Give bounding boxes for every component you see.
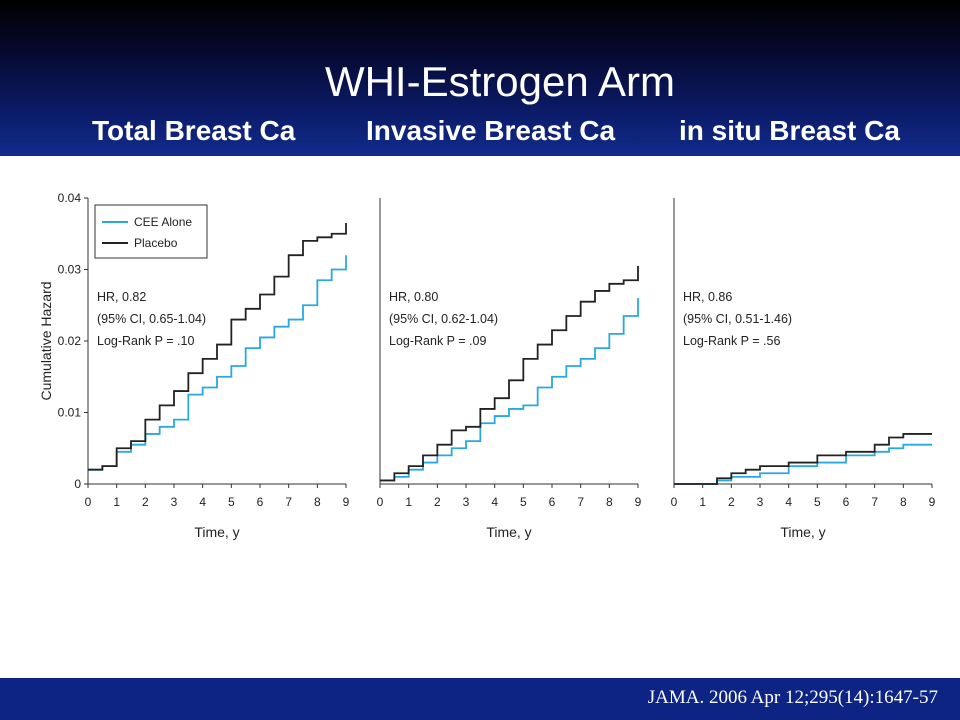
x-tick-label: 8: [900, 495, 907, 509]
x-tick-label: 5: [814, 495, 821, 509]
x-tick-label: 5: [228, 495, 235, 509]
x-tick-label: 0: [377, 495, 384, 509]
kaplan-meier-charts: 0 1 2 3 4 5 6 7 8 9 0 0.01 0.02 0.03 0.04 Time, y Cumula…: [38, 191, 936, 540]
series-line-placebo: [674, 433, 932, 485]
x-tick-label: 6: [549, 495, 556, 509]
stats-line: (95% CI, 0.65-1.04): [97, 312, 206, 326]
stats-line: HR, 0.82: [97, 290, 146, 304]
x-tick-label: 7: [285, 495, 292, 509]
x-tick-label: 3: [757, 495, 764, 509]
x-axis-label: Time, y: [780, 524, 825, 540]
x-tick-label: 4: [785, 495, 792, 509]
y-tick-label: 0.01: [58, 406, 82, 420]
subtitle-invasive: Invasive Breast Ca: [366, 115, 616, 146]
legend-box: [94, 204, 208, 259]
citation: JAMA. 2006 Apr 12;295(14):1647-57: [647, 687, 938, 708]
y-tick-label: 0.02: [58, 334, 82, 348]
stats-line: Log-Rank P = .56: [683, 334, 780, 348]
x-tick-label: 4: [199, 495, 206, 509]
stats-line: Log-Rank P = .09: [389, 334, 486, 348]
x-tick-label: 2: [728, 495, 735, 509]
x-axis-label: Time, y: [194, 524, 239, 540]
series-line-placebo: [380, 265, 639, 482]
x-tick-label: 6: [843, 495, 850, 509]
series-line-cee-alone: [674, 443, 932, 485]
subtitle-in-situ: in situ Breast Ca: [679, 115, 900, 146]
stats-line: HR, 0.86: [683, 290, 732, 304]
x-tick-label: 9: [929, 495, 936, 509]
x-axis-label: Time, y: [486, 524, 531, 540]
x-tick-label: 6: [257, 495, 264, 509]
x-tick-label: 7: [577, 495, 584, 509]
slide-title: WHI-Estrogen Arm: [324, 58, 676, 105]
x-tick-label: 2: [434, 495, 441, 509]
y-tick-label: 0.04: [58, 191, 82, 205]
stats-line: HR, 0.80: [389, 290, 438, 304]
legend-label: Placebo: [134, 236, 178, 250]
stats-line: Log-Rank P = .10: [97, 334, 194, 348]
subtitle-total: Total Breast Ca: [92, 115, 296, 146]
y-axis-label: Cumulative Hazard: [38, 281, 54, 400]
y-tick-label: 0: [74, 477, 81, 491]
x-tick-label: 8: [314, 495, 321, 509]
x-tick-label: 9: [635, 495, 642, 509]
stats-line: (95% CI, 0.62-1.04): [389, 312, 498, 326]
y-tick-label: 0.03: [58, 263, 82, 277]
x-tick-label: 7: [871, 495, 878, 509]
series-line-cee-alone: [88, 255, 347, 471]
x-tick-label: 8: [606, 495, 613, 509]
x-tick-label: 3: [171, 495, 178, 509]
slide-footer: JAMA. 2006 Apr 12;295(14):1647-57: [0, 678, 960, 720]
x-tick-label: 4: [491, 495, 498, 509]
x-tick-label: 2: [142, 495, 149, 509]
stats-line: (95% CI, 0.51-1.46): [683, 312, 792, 326]
x-tick-label: 1: [405, 495, 412, 509]
legend-label: CEE Alone: [134, 215, 192, 229]
slide-header: WHI-Estrogen Arm Total Breast Ca Invasiv…: [0, 0, 960, 156]
x-tick-label: 0: [671, 495, 678, 509]
x-tick-label: 9: [343, 495, 350, 509]
series-line-placebo: [88, 223, 347, 471]
x-tick-label: 0: [85, 495, 92, 509]
x-tick-label: 1: [699, 495, 706, 509]
x-tick-label: 1: [113, 495, 120, 509]
x-tick-label: 5: [520, 495, 527, 509]
x-tick-label: 3: [463, 495, 470, 509]
